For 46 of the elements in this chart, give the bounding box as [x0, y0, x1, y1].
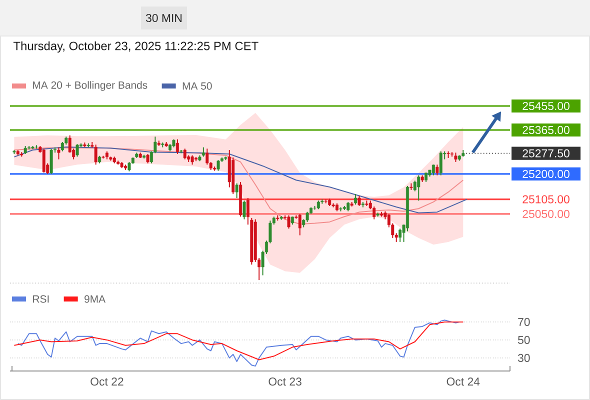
candlestick: [346, 201, 350, 212]
line-series: [14, 321, 464, 360]
candlestick: [358, 195, 361, 206]
candlestick: [436, 164, 439, 176]
legend-label: MA 50: [182, 82, 212, 90]
candlestick: [242, 200, 246, 220]
candlestick: [146, 153, 150, 164]
y-tick-label: 70: [518, 318, 530, 326]
candlestick: [439, 150, 442, 176]
candlestick: [94, 144, 98, 166]
y-tick-label: 25455.00: [522, 102, 570, 110]
candlestick: [176, 138, 179, 154]
candlestick: [183, 148, 186, 160]
candlestick: [190, 154, 194, 166]
candlestick: [128, 161, 131, 172]
candlestick: [454, 152, 458, 162]
line-series: [14, 146, 468, 214]
candlestick: [76, 144, 79, 158]
y-tick-label: 25277.50: [522, 149, 570, 158]
y-tick-label: 25365.00: [522, 126, 570, 134]
y-tick-label: 25105.00: [522, 195, 570, 204]
candlestick: [57, 146, 60, 160]
y-tick-label: 50: [518, 336, 530, 344]
x-tick-label: Oct 22: [90, 378, 124, 386]
legend-label: 9MA: [84, 295, 106, 303]
candlestick: [287, 214, 290, 230]
legend-label: MA 20 + Bollinger Bands: [33, 81, 148, 91]
candlestick: [42, 148, 46, 174]
chart-subtitle: Thursday, October 23, 2025 11:22:25 PM CET: [13, 41, 258, 53]
x-tick-label: Oct 23: [268, 378, 302, 386]
candlestick: [50, 148, 53, 174]
candlestick: [298, 213, 302, 236]
y-tick-label: 25200.00: [522, 170, 570, 178]
candlestick: [424, 172, 428, 182]
candlestick: [202, 146, 205, 158]
candlestick: [417, 174, 420, 202]
legend-label: RSI: [33, 295, 49, 303]
candlestick: [398, 228, 402, 242]
text: 30 MIN: [146, 14, 182, 22]
candlestick: [235, 182, 238, 198]
y-tick-label: 25050.00: [522, 210, 570, 218]
candlestick: [432, 164, 435, 176]
x-tick-label: Oct 24: [446, 378, 480, 386]
candlestick: [354, 193, 358, 206]
y-tick-label: 30: [518, 354, 530, 362]
candlestick: [216, 160, 220, 172]
